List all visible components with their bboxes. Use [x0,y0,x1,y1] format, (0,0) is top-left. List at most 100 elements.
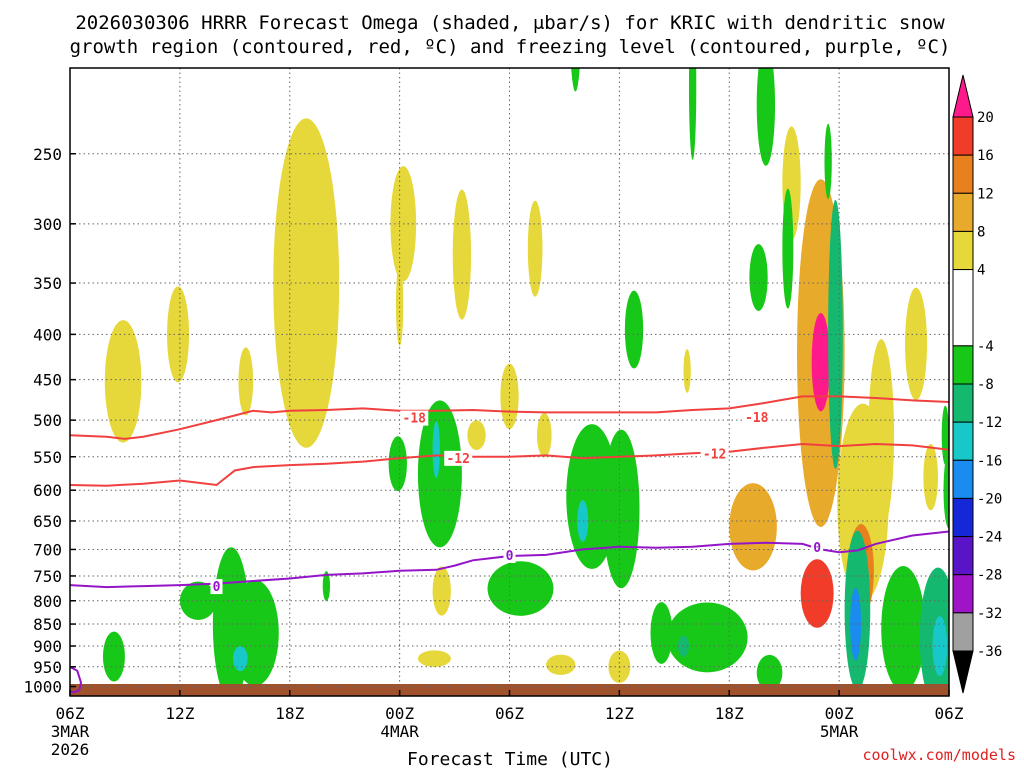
contour-label: 0 [213,580,221,595]
omega-cell [602,429,640,589]
x-tick-date-label: 5MAR [820,722,859,741]
colorbar-bin [952,192,974,232]
contour-label-background [400,410,429,426]
omega-cell [683,349,691,393]
x-tick-date-label: 4MAR [380,722,419,741]
y-tick-label: 800 [33,592,62,611]
colorbar-bin [952,574,974,614]
y-tick-label: 700 [33,540,62,559]
y-tick-label: 550 [33,448,62,467]
omega-cell [756,654,783,691]
contour-label-background [503,547,516,563]
colorbar-bin [952,383,974,423]
y-tick-label: 450 [33,371,62,390]
x-tick-label: 00Z [825,704,854,723]
colorbar-tick-label: -16 [977,453,1002,469]
omega-cell [666,602,748,673]
x-tick-date-label: 3MAR [51,722,90,741]
x-tick-label: 06Z [56,704,85,723]
colorbar-tick-label: -20 [977,491,1002,507]
omega-cell [238,347,254,416]
omega-cell [749,244,768,311]
omega-cell [800,559,834,628]
colorbar-tick-label: 4 [977,263,985,279]
x-tick-label: 18Z [275,704,304,723]
y-tick-label: 350 [33,274,62,293]
y-tick-label: 900 [33,637,62,656]
omega-cell [536,413,552,458]
omega-cell [943,451,949,529]
colorbar-bin [952,154,974,194]
contour-line [70,395,949,440]
y-tick-label: 300 [33,215,62,234]
omega-cell [432,421,440,479]
x-tick-label: 12Z [605,704,634,723]
y-tick-label: 650 [33,512,62,531]
x-axis-title: Forecast Time (UTC) [407,749,613,768]
colorbar-tick-label: 12 [977,186,994,202]
x-tick-label: 12Z [165,704,194,723]
colorbar-bin [952,116,974,156]
omega-cell [273,118,340,448]
colorbar-bin [952,459,974,499]
omega-cell [467,420,486,450]
contour-label: -18 [403,412,427,427]
colorbar-tick-label: -28 [977,568,1002,584]
omega-cell [905,287,928,401]
contour-line [70,665,83,694]
colorbar-bin [952,230,974,271]
omega-cell [923,444,939,511]
contour-labels: -18 -18 -12 -12 0 0 0 [210,409,824,595]
colorbar-tick-label: 16 [977,148,994,164]
omega-cell [417,650,451,667]
omega-cell [571,68,580,92]
contour-label: -12 [703,448,726,463]
omega-cell [824,123,832,200]
omega-cell [782,188,794,309]
colorbar-bin [952,536,974,576]
colorbar-top-arrow [952,74,974,118]
y-axis-ticks: 250 300 350 400 450 500 550 600 650 700 750 800 850 9… [23,145,76,697]
y-tick-label: 750 [33,567,62,586]
contour-label: -12 [446,452,469,467]
colorbar-tick-label: 8 [977,224,985,240]
chart-title-line-2: growth region (contoured, red, ºC) and f… [70,36,951,58]
y-tick-label: 500 [33,411,62,430]
colorbar-tick-label: -8 [977,377,994,393]
omega-cell [322,571,331,602]
omega-cell [102,631,125,682]
omega-cell [104,320,142,443]
contour-line [70,442,949,487]
grid-lines [70,68,949,696]
omega-cell [850,587,862,661]
omega-cell [452,189,472,320]
omega-cell [624,290,644,369]
omega-cell [232,646,248,672]
omega-cell [881,565,926,692]
y-tick-label: 950 [33,658,62,677]
omega-cell [688,68,697,160]
colorbar-bin [952,269,974,347]
y-tick-label: 850 [33,615,62,634]
contour-label: -18 [745,411,769,426]
y-tick-label: 1000 [23,678,62,697]
colorbar-tick-label: -32 [977,606,1002,622]
omega-cell [388,436,407,492]
omega-cell [811,313,830,412]
x-tick-label: 00Z [385,704,414,723]
omega-cell [417,400,462,548]
colorbar-bin [952,612,974,652]
colorbar-bottom-arrow [952,650,974,694]
contour-label: 0 [813,541,821,556]
omega-cell [527,200,543,297]
contour-label-background [210,579,223,595]
omega-cell [500,363,519,430]
omega-cell [432,566,451,616]
omega-cell [395,262,404,346]
contour-label-background [742,409,771,425]
contour-label-background [700,446,729,462]
chart-title-line-1: 2026030306 HRRR Forecast Omega (shaded, … [75,12,945,34]
x-tick-label: 06Z [495,704,524,723]
omega-cell [577,500,589,542]
